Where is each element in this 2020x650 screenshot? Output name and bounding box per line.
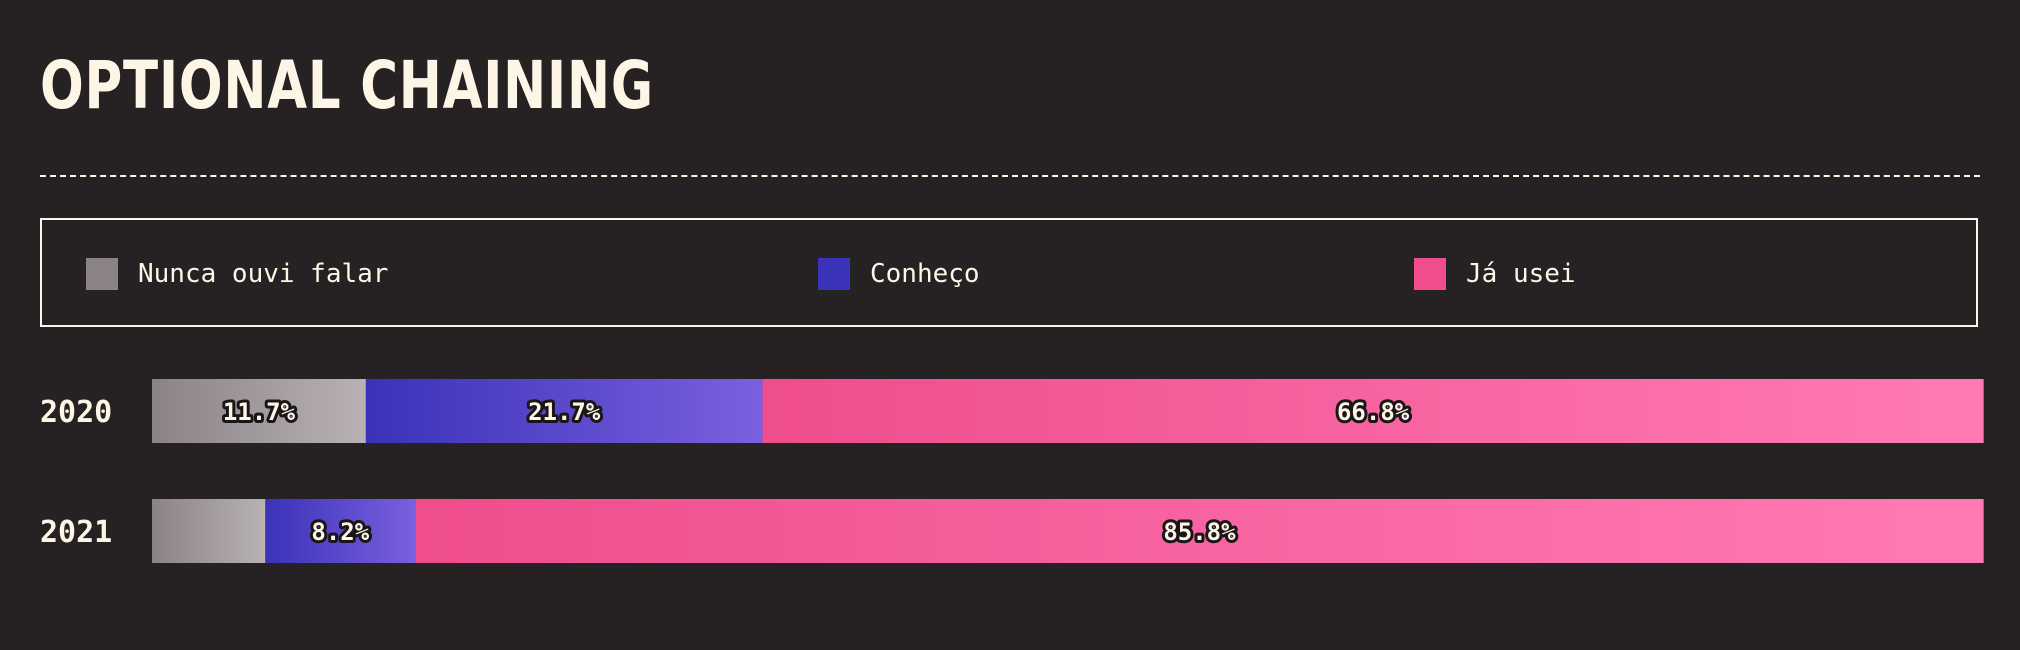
legend-label-conheco: Conheço [870, 259, 980, 289]
legend-item-conheco[interactable]: Conheço [818, 258, 980, 290]
legend-item-ja-usei[interactable]: Já usei [1414, 258, 1576, 290]
chart-legend: Nunca ouvi falar Conheço Já usei [40, 218, 1978, 327]
title-divider [40, 175, 1980, 177]
legend-label-nunca-ouvi-falar: Nunca ouvi falar [138, 259, 389, 289]
bar-segment-2021-nunca-ouvi-falar[interactable] [152, 499, 266, 563]
chart-title: OPTIONAL CHAINING [40, 47, 654, 124]
legend-label-ja-usei: Já usei [1466, 259, 1576, 289]
legend-swatch-ja-usei [1414, 258, 1446, 290]
bar-segment-2021-conheco[interactable] [265, 499, 416, 563]
data-label-2021-ja-usei: 85.8% [1163, 518, 1236, 546]
bar-segment-2020-nunca-ouvi-falar[interactable] [152, 379, 366, 443]
bars-layer [152, 379, 1984, 563]
data-label-2020-conheco: 21.7% [528, 398, 601, 426]
bar-segment-2021-ja-usei[interactable] [415, 499, 1984, 563]
bar-segment-2020-conheco[interactable] [365, 379, 763, 443]
data-label-2020-nunca-ouvi-falar: 11.7% [223, 398, 296, 426]
category-label-2020: 2020 [40, 395, 112, 430]
legend-item-nunca-ouvi-falar[interactable]: Nunca ouvi falar [86, 258, 388, 290]
legend-swatch-conheco [818, 258, 850, 290]
data-label-2021-conheco: 8.2% [311, 518, 369, 546]
bar-segment-2020-ja-usei[interactable] [762, 379, 1984, 443]
legend-swatch-nunca-ouvi-falar [86, 258, 118, 290]
category-label-2021: 2021 [40, 515, 112, 550]
data-label-2020-ja-usei: 66.8% [1337, 398, 1410, 426]
labels-layer: 2020 11.7% 21.7% 66.8% 2021 8.2% 85.8% [40, 395, 1413, 550]
